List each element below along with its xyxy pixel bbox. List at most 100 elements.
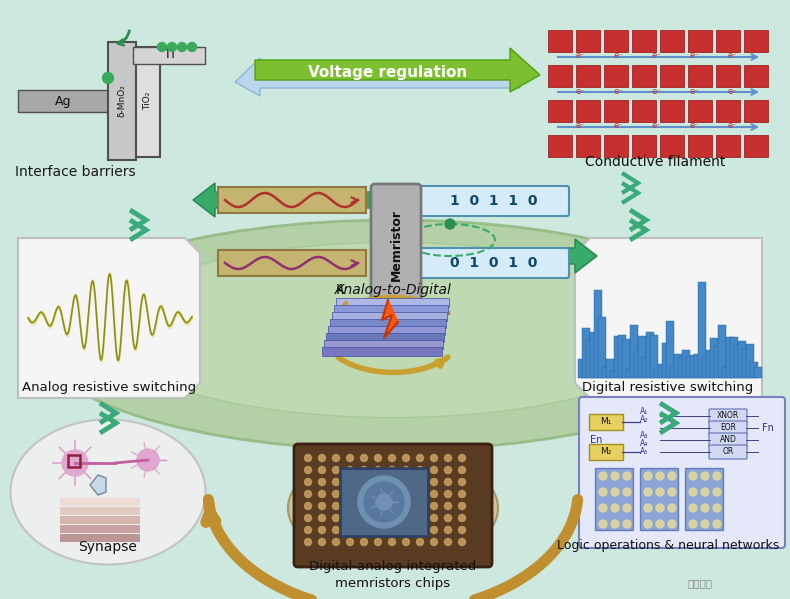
- FancyBboxPatch shape: [371, 184, 421, 307]
- Ellipse shape: [10, 419, 205, 564]
- Circle shape: [416, 455, 423, 461]
- Circle shape: [333, 479, 340, 486]
- Circle shape: [389, 539, 396, 546]
- Text: e⁻: e⁻: [651, 122, 660, 131]
- Circle shape: [713, 520, 721, 528]
- Circle shape: [389, 455, 396, 461]
- Circle shape: [389, 503, 396, 510]
- Text: M₁: M₁: [600, 418, 611, 426]
- FancyBboxPatch shape: [742, 349, 750, 378]
- FancyBboxPatch shape: [744, 135, 768, 157]
- FancyBboxPatch shape: [744, 100, 768, 122]
- FancyBboxPatch shape: [578, 359, 586, 378]
- Circle shape: [445, 539, 452, 546]
- Circle shape: [304, 515, 311, 522]
- Text: e⁻: e⁻: [689, 122, 699, 131]
- FancyBboxPatch shape: [218, 250, 366, 276]
- Circle shape: [347, 467, 353, 473]
- Text: A₁: A₁: [640, 407, 649, 416]
- Circle shape: [318, 455, 325, 461]
- Circle shape: [445, 479, 452, 486]
- Circle shape: [333, 515, 340, 522]
- FancyBboxPatch shape: [108, 42, 136, 160]
- FancyBboxPatch shape: [614, 336, 622, 378]
- Circle shape: [458, 479, 465, 486]
- FancyBboxPatch shape: [576, 65, 600, 87]
- FancyBboxPatch shape: [632, 30, 656, 52]
- Text: δ-MnO₂: δ-MnO₂: [118, 84, 126, 117]
- Circle shape: [389, 467, 396, 473]
- Text: OR: OR: [722, 447, 734, 456]
- Circle shape: [445, 455, 452, 461]
- Circle shape: [360, 467, 367, 473]
- Circle shape: [304, 539, 311, 546]
- Circle shape: [304, 527, 311, 534]
- Circle shape: [623, 520, 631, 528]
- Circle shape: [347, 479, 353, 486]
- FancyBboxPatch shape: [714, 346, 722, 378]
- FancyBboxPatch shape: [678, 357, 686, 378]
- Text: Interface barriers: Interface barriers: [15, 165, 136, 179]
- Circle shape: [431, 503, 438, 510]
- FancyBboxPatch shape: [294, 444, 492, 567]
- Text: Digital-analog integrated
memristors chips: Digital-analog integrated memristors chi…: [310, 560, 476, 590]
- Circle shape: [304, 479, 311, 486]
- Circle shape: [458, 527, 465, 534]
- Circle shape: [318, 539, 325, 546]
- FancyBboxPatch shape: [688, 135, 712, 157]
- Polygon shape: [685, 468, 723, 530]
- Circle shape: [402, 515, 409, 522]
- Circle shape: [374, 491, 382, 498]
- Circle shape: [333, 539, 340, 546]
- Text: Memristor: Memristor: [389, 209, 402, 281]
- Circle shape: [137, 449, 159, 471]
- FancyBboxPatch shape: [604, 135, 628, 157]
- Circle shape: [389, 491, 396, 498]
- FancyBboxPatch shape: [548, 135, 572, 157]
- Polygon shape: [640, 468, 678, 530]
- Circle shape: [668, 504, 676, 512]
- FancyBboxPatch shape: [738, 341, 746, 378]
- FancyBboxPatch shape: [744, 30, 768, 52]
- Circle shape: [402, 491, 409, 498]
- Circle shape: [347, 503, 353, 510]
- FancyBboxPatch shape: [582, 328, 590, 378]
- FancyBboxPatch shape: [218, 187, 366, 213]
- Circle shape: [318, 527, 325, 534]
- FancyBboxPatch shape: [604, 100, 628, 122]
- Circle shape: [187, 43, 197, 52]
- FancyBboxPatch shape: [734, 344, 742, 378]
- Text: e⁻: e⁻: [727, 52, 737, 60]
- FancyBboxPatch shape: [716, 65, 740, 87]
- FancyBboxPatch shape: [60, 525, 140, 533]
- Circle shape: [431, 515, 438, 522]
- FancyBboxPatch shape: [548, 100, 572, 122]
- FancyBboxPatch shape: [626, 369, 634, 378]
- Text: A₅: A₅: [640, 447, 649, 456]
- FancyBboxPatch shape: [702, 355, 710, 378]
- Text: Analog-to-Digital: Analog-to-Digital: [334, 283, 451, 297]
- FancyBboxPatch shape: [726, 337, 734, 378]
- Circle shape: [445, 515, 452, 522]
- Text: Logic operations & neural networks: Logic operations & neural networks: [557, 539, 779, 552]
- Circle shape: [374, 503, 382, 510]
- FancyBboxPatch shape: [682, 350, 690, 378]
- Circle shape: [689, 488, 697, 496]
- Circle shape: [374, 539, 382, 546]
- Circle shape: [360, 503, 367, 510]
- Circle shape: [318, 491, 325, 498]
- Circle shape: [347, 527, 353, 534]
- Circle shape: [431, 527, 438, 534]
- FancyBboxPatch shape: [630, 325, 638, 378]
- FancyBboxPatch shape: [722, 367, 730, 378]
- Circle shape: [668, 520, 676, 528]
- Circle shape: [402, 539, 409, 546]
- Polygon shape: [18, 238, 200, 398]
- Text: Ag: Ag: [55, 95, 71, 107]
- FancyBboxPatch shape: [576, 100, 600, 122]
- FancyBboxPatch shape: [686, 356, 694, 378]
- Circle shape: [701, 488, 709, 496]
- Circle shape: [360, 539, 367, 546]
- FancyBboxPatch shape: [694, 354, 702, 378]
- Text: M₂: M₂: [600, 447, 611, 456]
